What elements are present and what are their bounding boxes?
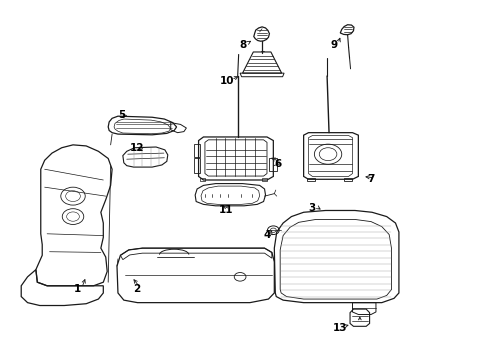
Text: 9: 9 [330, 40, 338, 50]
Text: 4: 4 [263, 230, 270, 239]
Text: 8: 8 [240, 40, 246, 50]
Text: 12: 12 [130, 143, 145, 153]
Text: 5: 5 [118, 111, 125, 121]
Text: 3: 3 [309, 203, 316, 213]
Text: 6: 6 [274, 159, 281, 169]
Text: 13: 13 [333, 323, 347, 333]
Text: 2: 2 [133, 284, 140, 294]
Text: 1: 1 [74, 284, 81, 294]
Text: 10: 10 [220, 76, 235, 86]
Text: 11: 11 [219, 206, 234, 216]
Text: 7: 7 [368, 174, 375, 184]
